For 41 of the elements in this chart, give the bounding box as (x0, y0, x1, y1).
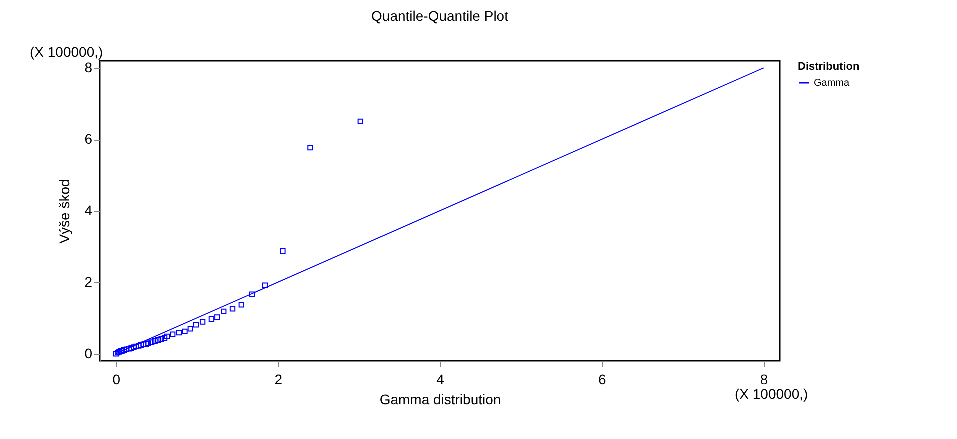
point (214, 314, 220, 320)
point (249, 292, 256, 298)
y-tick-label: 4 (84, 202, 93, 218)
point (146, 340, 152, 346)
point (158, 336, 164, 342)
point (162, 335, 168, 341)
point (176, 330, 182, 336)
point (230, 306, 236, 312)
point (155, 337, 162, 344)
chart-title: Quantile-Quantile Plot (372, 8, 509, 24)
point (200, 319, 206, 325)
x-tick-label: 4 (436, 372, 445, 388)
point (280, 248, 286, 254)
legend-label: Gamma (814, 78, 850, 89)
point (208, 316, 215, 322)
point (262, 282, 268, 288)
y-axis-title: Výše škod (56, 179, 73, 244)
y-tick-label: 8 (84, 60, 93, 76)
text: (X 100000,) (30, 44, 104, 60)
y-tick-label: 0 (84, 345, 93, 362)
point (152, 338, 158, 344)
legend-title: Distribution (798, 61, 860, 73)
point (193, 322, 200, 328)
point (308, 144, 314, 151)
point (138, 342, 144, 348)
point (182, 328, 188, 335)
point (170, 332, 176, 338)
point (221, 308, 227, 315)
point (238, 302, 245, 308)
point (164, 334, 170, 340)
x-tick-label: 2 (274, 372, 283, 388)
x-tick-label: 6 (598, 372, 607, 388)
x-tick-label: 0 (112, 372, 121, 388)
y-tick-label: 6 (84, 131, 93, 148)
x-axis-title: Gamma distribution (380, 392, 502, 408)
text: (X 100000,) (735, 386, 808, 402)
point (148, 340, 155, 346)
point (188, 326, 194, 332)
point (358, 118, 364, 125)
y-tick-label: 2 (84, 274, 93, 290)
x-tick-label: 8 (760, 372, 768, 388)
